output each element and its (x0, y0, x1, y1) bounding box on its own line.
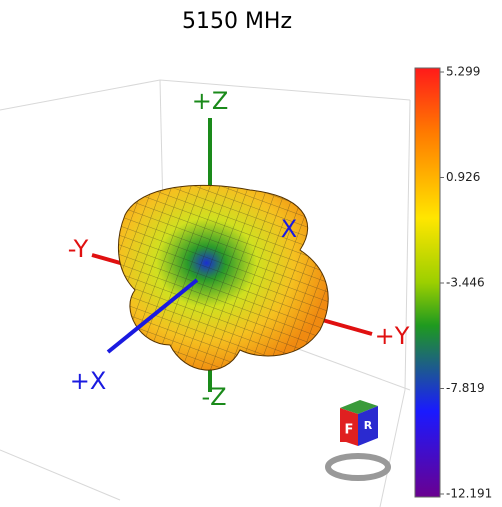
colorbar-tick-label: -12.191 (446, 487, 492, 501)
pattern-mesh (118, 185, 329, 371)
colorbar-tick-label: -7.819 (446, 381, 485, 395)
axis-label: -Y (68, 235, 89, 263)
axis-label: -Z (201, 383, 226, 411)
colorbar-tick-label: 5.299 (446, 65, 480, 79)
colorbar (414, 67, 441, 498)
colorbar-tick-label: -3.446 (446, 276, 485, 290)
cube-label: R (364, 419, 373, 432)
x-axis (106, 278, 199, 354)
axis-label: +X (70, 367, 107, 395)
title: 5150 MHz (182, 9, 292, 34)
axis-label: X (281, 215, 297, 243)
orientation-cube: F R (325, 400, 391, 481)
colorbar-tick-label: 0.926 (446, 170, 480, 184)
axis-label: +Y (375, 322, 410, 350)
axis-label: +Z (192, 87, 229, 115)
cube-label: F (345, 423, 354, 438)
